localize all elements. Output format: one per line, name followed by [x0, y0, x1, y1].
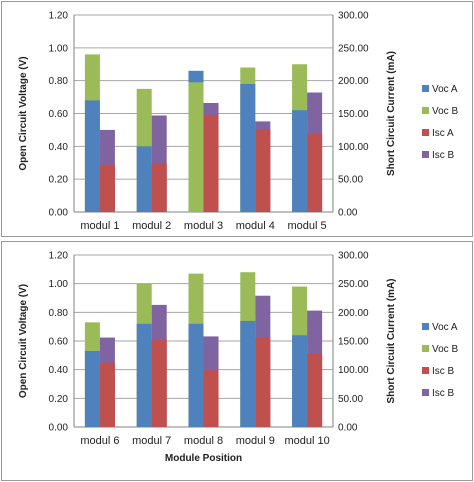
y-left-tick-label: 1.00 — [49, 43, 69, 54]
x-tick-label: modul 6 — [80, 435, 119, 447]
bar-voc-a — [136, 323, 152, 427]
bar-isc-a — [255, 129, 271, 212]
y-right-tick-label: 100.00 — [338, 365, 369, 376]
y-right-tick-label: 0.00 — [338, 423, 358, 434]
legend-label: Isc B — [432, 388, 455, 399]
bar-voc-a — [240, 320, 256, 427]
chart-panel-bottom: 0.00 0.20 0.40 0.60 0.80 1.00 1.20 0.00 50.00 100… — [1, 241, 473, 481]
y-right-tick-label: 100.00 — [338, 142, 369, 153]
x-tick-label: modul 8 — [184, 435, 223, 447]
bar-isc-b — [151, 339, 167, 427]
x-tick-label: modul 1 — [80, 220, 119, 232]
y-right-tick-label: 50.00 — [338, 175, 363, 186]
y-right-tick-label: 250.00 — [338, 43, 369, 54]
bar-voc-b — [188, 82, 204, 212]
x-tick-label: modul 9 — [236, 435, 275, 447]
y-right-axis-title: Short Circuit Current (mA) — [386, 279, 397, 404]
bar-isc-b — [307, 353, 323, 427]
x-tick-label: modul 10 — [284, 435, 329, 447]
legend-swatch — [422, 345, 429, 352]
y-left-tick-label: 0.80 — [49, 308, 69, 319]
y-left-axis-title: Open Circuit Voltage (V) — [18, 284, 29, 398]
y-right-tick-label: 250.00 — [338, 279, 369, 290]
y-right-tick-label: 150.00 — [338, 337, 369, 348]
x-tick-label: modul 3 — [184, 220, 223, 232]
y-right-tick-label: 300.00 — [338, 251, 369, 262]
y-left-tick-label: 0.20 — [49, 175, 69, 186]
bar-isc-a — [99, 164, 115, 212]
chart-top-svg: 0.00 0.20 0.40 0.60 0.80 1.00 1.20 0.00 50.00 100… — [18, 11, 458, 233]
y-right-tick-label: 200.00 — [338, 76, 369, 87]
y-left-axis-title: Open Circuit Voltage (V) — [18, 56, 29, 170]
y-right-tick-label: 0.00 — [338, 208, 358, 219]
bar-voc-a — [240, 83, 256, 212]
bar-voc-a — [292, 335, 308, 427]
bar-voc-a — [84, 100, 100, 212]
x-tick-label: modul 7 — [132, 435, 171, 447]
legend-label: Voc A — [432, 322, 458, 333]
y-left-tick-label: 0.40 — [49, 365, 69, 376]
y-right-tick-label: 300.00 — [338, 11, 369, 22]
x-axis-title: Module Position — [165, 453, 242, 464]
legend-swatch — [422, 151, 429, 158]
y-right-tick-label: 50.00 — [338, 394, 363, 405]
bar-voc-a — [188, 323, 204, 427]
bar-isc-a — [151, 163, 167, 212]
chart-panel-top: 0.00 0.20 0.40 0.60 0.80 1.00 1.20 0.00 50.00 100… — [1, 1, 473, 237]
bar-isc-b — [203, 370, 219, 427]
y-left-tick-label: 0.20 — [49, 394, 69, 405]
bar-voc-a — [136, 146, 152, 212]
legend-label: Voc A — [432, 84, 458, 95]
legend-label: Isc A — [432, 128, 454, 139]
y-left-tick-label: 0.80 — [49, 76, 69, 87]
y-left-tick-label: 0.00 — [49, 208, 69, 219]
legend-label: Isc B — [432, 150, 455, 161]
y-right-tick-label: 200.00 — [338, 308, 369, 319]
bar-voc-a — [84, 351, 100, 427]
legend-swatch — [422, 85, 429, 92]
y-right-tick-label: 150.00 — [338, 109, 369, 120]
legend-label: Isc B — [432, 366, 455, 377]
legend-swatch — [422, 323, 429, 330]
y-left-tick-label: 1.20 — [49, 11, 69, 22]
legend-swatch — [422, 129, 429, 136]
y-left-tick-label: 0.60 — [49, 337, 69, 348]
chart-bottom-svg: 0.00 0.20 0.40 0.60 0.80 1.00 1.20 0.00 50.00 100… — [18, 251, 458, 465]
legend-swatch — [422, 367, 429, 374]
bar-voc-a — [292, 110, 308, 212]
y-right-axis-title: Short Circuit Current (mA) — [386, 51, 397, 176]
x-tick-label: modul 4 — [236, 220, 275, 232]
y-left-tick-label: 0.00 — [49, 423, 69, 434]
y-left-tick-label: 1.20 — [49, 251, 69, 262]
bar-isc-b — [255, 337, 271, 427]
legend-label: Voc B — [432, 106, 458, 117]
bar-isc-a — [203, 114, 219, 212]
y-left-tick-label: 0.60 — [49, 109, 69, 120]
legend-swatch — [422, 389, 429, 396]
bar-isc-b — [99, 362, 115, 427]
y-left-tick-label: 0.40 — [49, 142, 69, 153]
legend-label: Voc B — [432, 344, 458, 355]
bar-isc-a — [307, 133, 323, 212]
x-tick-label: modul 2 — [132, 220, 171, 232]
legend-swatch — [422, 107, 429, 114]
y-left-tick-label: 1.00 — [49, 279, 69, 290]
x-tick-label: modul 5 — [288, 220, 327, 232]
